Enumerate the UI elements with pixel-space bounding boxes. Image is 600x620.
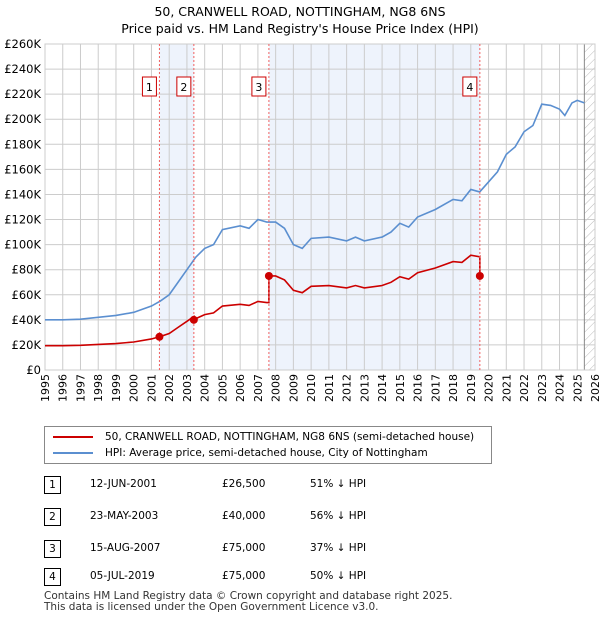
title-line-1: 50, CRANWELL ROAD, NOTTINGHAM, NG8 6NS xyxy=(154,4,446,19)
legend-swatch-red xyxy=(53,436,93,438)
sale-number: 2 xyxy=(44,508,61,526)
sale-label-box xyxy=(176,76,192,97)
x-tick-label: 2015 xyxy=(394,374,407,402)
future-hatch xyxy=(584,44,595,370)
title-line-2: Price paid vs. HM Land Registry's House … xyxy=(121,21,479,36)
x-tick-label: 2012 xyxy=(341,374,354,402)
footer-line-1: Contains HM Land Registry data © Crown c… xyxy=(44,590,453,602)
sale-date: 12-JUN-2001 xyxy=(90,478,157,490)
x-tick-label: 1998 xyxy=(92,374,105,402)
legend-swatch-blue xyxy=(53,452,93,454)
footer: Contains HM Land Registry data © Crown c… xyxy=(44,591,452,613)
sale-row: 1 12-JUN-2001 £26,500 51% ↓ HPI xyxy=(44,476,464,496)
sale-point xyxy=(264,271,273,280)
chart-title: 50, CRANWELL ROAD, NOTTINGHAM, NG8 6NS Pr… xyxy=(0,3,600,37)
y-tick-label: £120K xyxy=(4,213,41,227)
x-tick-label: 2025 xyxy=(571,374,584,402)
x-tick-label: 1999 xyxy=(110,374,123,402)
x-tick-label: 2006 xyxy=(234,374,247,402)
x-tick-label: 2014 xyxy=(376,374,389,402)
x-tick-label: 2011 xyxy=(323,374,336,402)
sale-label-box xyxy=(251,76,267,97)
legend-label: 50, CRANWELL ROAD, NOTTINGHAM, NG8 6NS (… xyxy=(105,431,475,443)
x-tick-label: 2017 xyxy=(429,374,442,402)
sale-date: 23-MAY-2003 xyxy=(90,510,159,522)
x-tick-label: 2003 xyxy=(181,374,194,402)
x-tick-label: 2019 xyxy=(465,374,478,402)
sale-label-number: 4 xyxy=(466,81,473,94)
y-tick-label: £60K xyxy=(12,288,42,302)
x-tick-label: 2020 xyxy=(483,374,496,402)
x-tick-label: 2023 xyxy=(536,374,549,402)
x-tick-label: 2022 xyxy=(518,374,531,402)
shaded-period xyxy=(159,44,194,370)
x-tick-label: 2004 xyxy=(199,374,212,402)
x-tick-label: 2018 xyxy=(447,374,460,402)
sale-price: £75,000 xyxy=(222,570,266,582)
y-tick-label: £40K xyxy=(12,313,42,327)
y-tick-label: £200K xyxy=(4,112,41,126)
sale-number: 3 xyxy=(44,540,61,558)
y-tick-label: £220K xyxy=(4,87,41,101)
sale-number: 1 xyxy=(44,476,61,494)
legend: 50, CRANWELL ROAD, NOTTINGHAM, NG8 6NS (… xyxy=(44,426,492,464)
price-chart: £0 £20K £40K £60K £80K £100K £120K £140K £160K £1… xyxy=(4,37,600,402)
sale-row: 2 23-MAY-2003 £40,000 56% ↓ HPI xyxy=(44,508,464,528)
x-tick-label: 2002 xyxy=(163,374,176,402)
legend-label: HPI: Average price, semi-detached house,… xyxy=(105,447,428,459)
x-tick-label: 2008 xyxy=(270,374,283,402)
footer-line-2: This data is licensed under the Open Gov… xyxy=(44,601,379,613)
x-tick-label: 2013 xyxy=(358,374,371,402)
sale-price: £26,500 xyxy=(222,478,266,490)
y-tick-label: £20K xyxy=(12,338,42,352)
shaded-period xyxy=(268,44,480,370)
y-tick-label: £260K xyxy=(4,37,41,51)
x-tick-label: 1996 xyxy=(57,374,70,402)
sale-price: £40,000 xyxy=(222,510,266,522)
x-tick-label: 1997 xyxy=(74,374,87,402)
y-tick-label: £160K xyxy=(4,162,41,176)
sale-point xyxy=(155,332,164,341)
x-tick-label: 2007 xyxy=(252,374,265,402)
sale-label-number: 1 xyxy=(146,81,153,94)
sale-date: 05-JUL-2019 xyxy=(90,570,155,582)
x-tick-label: 2005 xyxy=(216,374,229,402)
sale-point xyxy=(475,271,484,280)
x-tick-label: 2016 xyxy=(412,374,425,402)
x-tick-label: 2024 xyxy=(554,374,567,402)
sale-hpi-diff: 50% ↓ HPI xyxy=(310,570,367,582)
x-tick-label: 2001 xyxy=(145,374,158,402)
x-tick-label: 1995 xyxy=(39,374,52,402)
x-tick-label: 2000 xyxy=(128,374,141,402)
sale-point xyxy=(189,315,198,324)
plot-border xyxy=(44,43,596,371)
y-tick-label: £140K xyxy=(4,187,41,201)
x-tick-label: 2021 xyxy=(500,374,513,402)
sale-label-box xyxy=(141,76,157,97)
x-tick-label: 2009 xyxy=(287,374,300,402)
y-tick-label: £240K xyxy=(4,62,41,76)
sale-hpi-diff: 51% ↓ HPI xyxy=(310,478,367,490)
sale-row: 3 15-AUG-2007 £75,000 37% ↓ HPI xyxy=(44,540,464,560)
sale-number: 4 xyxy=(44,568,61,586)
legend-item-hpi: HPI: Average price, semi-detached house,… xyxy=(53,447,428,459)
y-tick-label: £0 xyxy=(26,363,41,377)
sale-hpi-diff: 56% ↓ HPI xyxy=(310,510,367,522)
legend-item-price-paid: 50, CRANWELL ROAD, NOTTINGHAM, NG8 6NS (… xyxy=(53,431,474,443)
sale-label-box xyxy=(462,76,478,97)
x-tick-label: 2026 xyxy=(589,374,600,402)
sale-label-number: 3 xyxy=(255,81,262,94)
x-tick-label: 2010 xyxy=(305,374,318,402)
sale-hpi-diff: 37% ↓ HPI xyxy=(310,542,367,554)
sale-date: 15-AUG-2007 xyxy=(90,542,161,554)
y-tick-label: £80K xyxy=(12,263,42,277)
sale-row: 4 05-JUL-2019 £75,000 50% ↓ HPI xyxy=(44,568,464,588)
y-tick-label: £180K xyxy=(4,137,41,151)
y-tick-label: £100K xyxy=(4,238,41,252)
sale-price: £75,000 xyxy=(222,542,266,554)
sale-label-number: 2 xyxy=(180,81,187,94)
hpi-line xyxy=(45,99,585,321)
